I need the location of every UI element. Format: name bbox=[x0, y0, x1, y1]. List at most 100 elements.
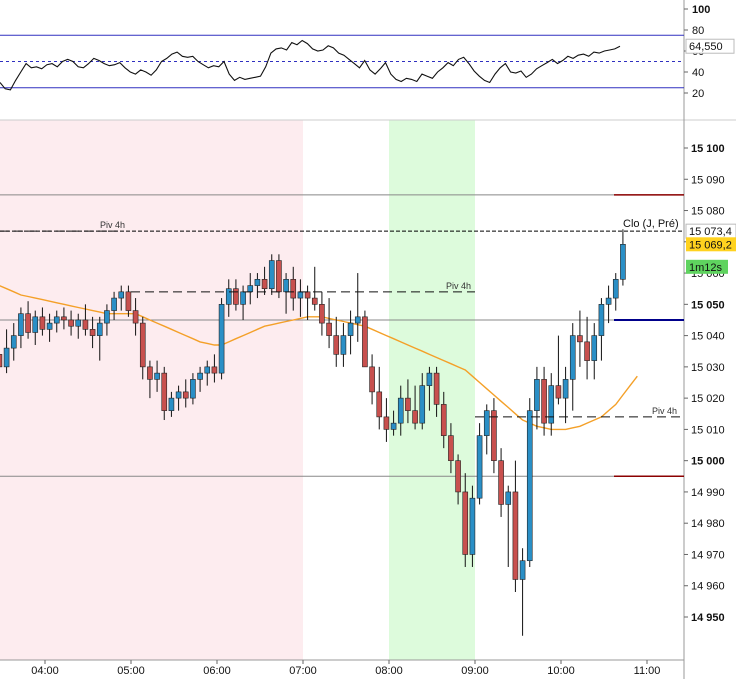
candle-body-36[interactable] bbox=[218, 304, 225, 374]
candle-body-16[interactable] bbox=[75, 319, 82, 327]
candle-body-32[interactable] bbox=[190, 379, 196, 399]
candle-body-26[interactable] bbox=[147, 366, 153, 380]
candle-body-59[interactable] bbox=[383, 416, 390, 430]
candle-body-66[interactable] bbox=[433, 372, 440, 405]
candle-body-65[interactable] bbox=[426, 372, 433, 386]
price-tick-label-14: 14 960 bbox=[691, 581, 725, 593]
candle-body-64[interactable] bbox=[419, 385, 426, 424]
candle-body-47[interactable] bbox=[297, 291, 304, 299]
candle-body-75[interactable] bbox=[498, 460, 504, 505]
candle-body-23[interactable] bbox=[125, 291, 132, 311]
time-tick-label-6: 10:00 bbox=[547, 665, 575, 677]
price-badge-label-1: 15 069,2 bbox=[689, 239, 732, 251]
candle-body-83[interactable] bbox=[555, 385, 562, 399]
candle-body-38[interactable] bbox=[233, 288, 239, 305]
candle-body-73[interactable] bbox=[483, 410, 490, 436]
candle-body-74[interactable] bbox=[491, 410, 497, 461]
candle-body-77[interactable] bbox=[512, 491, 519, 580]
candle-body-9[interactable] bbox=[25, 313, 31, 333]
candle-body-84[interactable] bbox=[562, 379, 569, 399]
candle-body-8[interactable] bbox=[18, 313, 24, 336]
candle-body-35[interactable] bbox=[211, 366, 218, 374]
candle-body-54[interactable] bbox=[347, 322, 354, 336]
candle-body-6[interactable] bbox=[3, 347, 10, 368]
candle-body-28[interactable] bbox=[161, 372, 168, 411]
candle-body-61[interactable] bbox=[397, 397, 404, 424]
candle-body-62[interactable] bbox=[405, 397, 411, 411]
candle-body-53[interactable] bbox=[340, 335, 347, 355]
pivot-lines-layer: Piv 4h Piv 4h Piv 4h bbox=[0, 220, 683, 418]
candle-body-22[interactable] bbox=[118, 291, 125, 299]
candle-body-57[interactable] bbox=[369, 366, 375, 393]
pivot-label-2: Piv 4h bbox=[652, 406, 677, 416]
candle-body-67[interactable] bbox=[440, 404, 447, 436]
candle-body-20[interactable] bbox=[104, 310, 110, 324]
candle-body-78[interactable] bbox=[519, 560, 526, 580]
candle-body-91[interactable] bbox=[612, 279, 619, 299]
candle-body-40[interactable] bbox=[247, 285, 254, 293]
candle-body-72[interactable] bbox=[476, 435, 483, 499]
candle-body-86[interactable] bbox=[577, 335, 583, 343]
candle-body-89[interactable] bbox=[598, 304, 605, 336]
candle-body-60[interactable] bbox=[390, 422, 397, 430]
candle-body-37[interactable] bbox=[225, 288, 232, 305]
candle-body-51[interactable] bbox=[326, 322, 332, 336]
candle-body-30[interactable] bbox=[175, 391, 182, 399]
candle-body-21[interactable] bbox=[111, 297, 117, 311]
candle-body-82[interactable] bbox=[548, 385, 555, 424]
candle-body-24[interactable] bbox=[132, 310, 139, 324]
candle-body-58[interactable] bbox=[376, 391, 383, 418]
candle-body-45[interactable] bbox=[283, 279, 289, 293]
candle-body-90[interactable] bbox=[605, 297, 612, 305]
candle-body-52[interactable] bbox=[333, 335, 340, 355]
candle-body-11[interactable] bbox=[39, 316, 46, 330]
candle-body-56[interactable] bbox=[362, 316, 368, 368]
osc-line bbox=[0, 39, 621, 91]
candle-body-55[interactable] bbox=[354, 316, 361, 324]
candle-body-92[interactable] bbox=[620, 244, 626, 280]
candle-body-49[interactable] bbox=[311, 297, 318, 305]
candle-body-13[interactable] bbox=[53, 316, 60, 324]
candle-body-14[interactable] bbox=[61, 316, 67, 321]
candle-body-79[interactable] bbox=[526, 410, 533, 562]
candle-body-68[interactable] bbox=[448, 435, 454, 461]
candle-body-87[interactable] bbox=[584, 341, 590, 361]
candle-body-80[interactable] bbox=[534, 379, 540, 411]
candle-body-88[interactable] bbox=[591, 335, 598, 361]
candle-body-46[interactable] bbox=[290, 279, 297, 299]
price-badges-layer: 15 073,415 069,2 1m12s bbox=[685, 223, 736, 274]
candlestick-layer[interactable] bbox=[0, 229, 626, 636]
candle-body-71[interactable] bbox=[469, 497, 476, 555]
candle-body-85[interactable] bbox=[569, 335, 576, 380]
candle-body-48[interactable] bbox=[304, 291, 311, 299]
candle-body-70[interactable] bbox=[462, 491, 469, 555]
candle-body-15[interactable] bbox=[68, 319, 74, 327]
price-tick-label-8: 15 020 bbox=[691, 393, 725, 405]
candle-body-41[interactable] bbox=[254, 279, 261, 286]
candle-body-29[interactable] bbox=[168, 397, 175, 411]
price-tick-label-9: 15 010 bbox=[691, 424, 725, 436]
candle-body-39[interactable] bbox=[240, 291, 246, 305]
candle-body-50[interactable] bbox=[319, 304, 325, 324]
candle-body-18[interactable] bbox=[89, 329, 96, 336]
price-tick-label-11: 14 990 bbox=[691, 487, 725, 499]
candle-body-43[interactable] bbox=[268, 260, 275, 289]
candle-body-33[interactable] bbox=[197, 372, 203, 380]
candle-body-63[interactable] bbox=[412, 410, 418, 424]
candle-body-69[interactable] bbox=[455, 460, 461, 493]
candle-body-25[interactable] bbox=[139, 322, 146, 368]
candle-body-31[interactable] bbox=[182, 391, 189, 399]
candle-body-10[interactable] bbox=[32, 316, 39, 333]
candle-body-81[interactable] bbox=[541, 379, 547, 424]
candle-body-42[interactable] bbox=[261, 279, 268, 290]
candle-body-5[interactable] bbox=[0, 354, 3, 368]
candle-body-12[interactable] bbox=[46, 322, 53, 330]
candle-body-17[interactable] bbox=[82, 319, 89, 330]
candle-body-19[interactable] bbox=[96, 322, 103, 336]
candle-body-34[interactable] bbox=[204, 366, 211, 374]
candle-body-76[interactable] bbox=[505, 491, 512, 505]
candle-body-27[interactable] bbox=[154, 372, 160, 380]
candle-body-44[interactable] bbox=[276, 260, 282, 293]
candle-body-7[interactable] bbox=[10, 335, 17, 349]
